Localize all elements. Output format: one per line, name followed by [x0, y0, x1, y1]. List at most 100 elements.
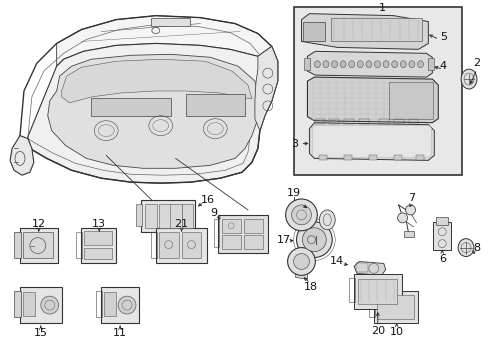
- Bar: [81, 228, 116, 264]
- Bar: [416, 156, 424, 160]
- Bar: [403, 231, 413, 237]
- Bar: [156, 228, 207, 264]
- Polygon shape: [295, 260, 307, 279]
- Text: 15: 15: [34, 328, 48, 338]
- Bar: [353, 274, 401, 309]
- Bar: [303, 22, 325, 41]
- Ellipse shape: [348, 61, 354, 68]
- Bar: [23, 232, 53, 258]
- Text: 19: 19: [286, 188, 300, 198]
- Bar: [101, 287, 139, 323]
- Ellipse shape: [408, 61, 414, 68]
- Bar: [393, 156, 401, 160]
- Bar: [136, 204, 142, 226]
- Bar: [330, 18, 422, 41]
- Ellipse shape: [331, 61, 337, 68]
- Bar: [150, 232, 157, 257]
- Bar: [159, 232, 178, 258]
- Bar: [222, 219, 241, 233]
- Bar: [14, 232, 21, 257]
- Ellipse shape: [118, 296, 136, 314]
- Bar: [185, 94, 244, 116]
- Bar: [181, 204, 193, 228]
- Bar: [435, 217, 447, 225]
- Bar: [159, 204, 170, 228]
- Text: 11: 11: [113, 328, 127, 338]
- Polygon shape: [301, 14, 427, 49]
- Bar: [84, 231, 112, 244]
- Ellipse shape: [457, 239, 473, 257]
- Bar: [141, 200, 195, 232]
- Bar: [20, 228, 58, 264]
- Bar: [427, 58, 433, 70]
- Text: 9: 9: [210, 208, 217, 218]
- Bar: [304, 58, 310, 70]
- Bar: [218, 215, 267, 253]
- Bar: [373, 291, 418, 323]
- Polygon shape: [353, 261, 385, 275]
- Text: 18: 18: [303, 282, 317, 292]
- Ellipse shape: [293, 253, 309, 269]
- Ellipse shape: [365, 61, 371, 68]
- Bar: [432, 222, 450, 249]
- Text: 2: 2: [472, 58, 480, 68]
- Text: 12: 12: [32, 219, 46, 229]
- Text: 5: 5: [439, 32, 446, 42]
- Bar: [84, 248, 112, 260]
- Bar: [393, 119, 403, 124]
- Ellipse shape: [314, 61, 320, 68]
- Polygon shape: [57, 15, 271, 66]
- Bar: [150, 18, 190, 26]
- Text: 14: 14: [329, 256, 344, 266]
- Text: 16: 16: [201, 195, 215, 205]
- Ellipse shape: [291, 205, 311, 225]
- Ellipse shape: [302, 228, 325, 252]
- Bar: [368, 295, 374, 317]
- Polygon shape: [254, 46, 277, 131]
- Bar: [348, 278, 354, 302]
- Ellipse shape: [391, 61, 397, 68]
- Bar: [368, 156, 376, 160]
- Ellipse shape: [374, 61, 380, 68]
- Polygon shape: [61, 59, 251, 103]
- Bar: [222, 235, 241, 249]
- Text: 6: 6: [438, 255, 445, 265]
- Ellipse shape: [400, 61, 406, 68]
- Polygon shape: [28, 44, 277, 183]
- Bar: [244, 219, 263, 233]
- Bar: [214, 219, 219, 247]
- Text: 17: 17: [276, 235, 290, 245]
- Text: 21: 21: [174, 219, 188, 229]
- Ellipse shape: [41, 296, 59, 314]
- Polygon shape: [48, 54, 259, 168]
- Text: 1: 1: [379, 3, 386, 13]
- Polygon shape: [309, 123, 433, 160]
- Bar: [358, 119, 368, 124]
- Bar: [104, 292, 116, 316]
- Bar: [388, 82, 432, 119]
- Text: 7: 7: [407, 193, 414, 203]
- Bar: [344, 119, 353, 124]
- Bar: [91, 98, 170, 116]
- FancyBboxPatch shape: [312, 126, 430, 157]
- Ellipse shape: [340, 61, 346, 68]
- Bar: [244, 235, 263, 249]
- Bar: [14, 291, 21, 317]
- Ellipse shape: [460, 69, 476, 89]
- Bar: [144, 204, 157, 228]
- Bar: [96, 291, 102, 317]
- Bar: [376, 295, 414, 319]
- Text: 3: 3: [290, 139, 298, 149]
- Bar: [169, 204, 181, 228]
- Ellipse shape: [405, 205, 415, 215]
- Bar: [319, 156, 326, 160]
- Bar: [23, 292, 35, 316]
- Ellipse shape: [397, 213, 407, 223]
- Ellipse shape: [319, 210, 334, 230]
- Ellipse shape: [287, 248, 315, 275]
- Text: 4: 4: [439, 61, 446, 71]
- Text: 13: 13: [92, 219, 106, 229]
- Text: 8: 8: [472, 243, 480, 253]
- Text: 20: 20: [370, 326, 384, 336]
- Bar: [293, 7, 461, 175]
